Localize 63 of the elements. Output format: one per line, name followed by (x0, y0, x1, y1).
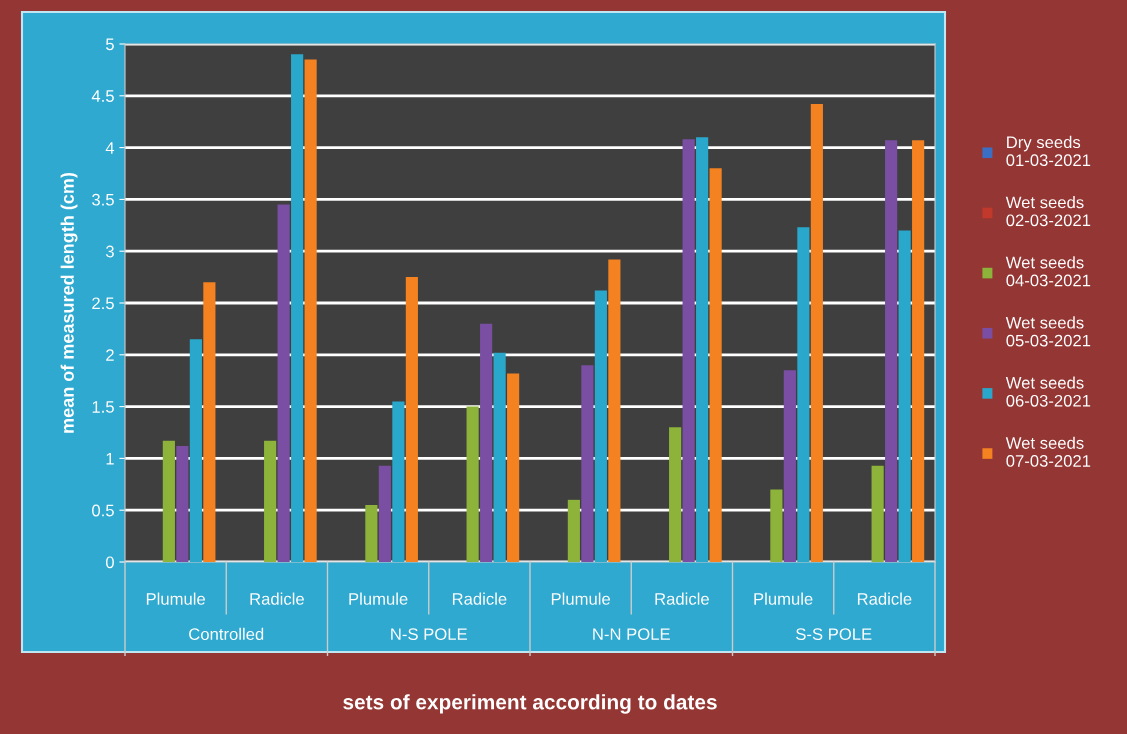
bar (480, 323, 493, 562)
bar (162, 440, 175, 562)
bar (709, 168, 722, 562)
bar (176, 445, 189, 562)
y-tick-label: 0.5 (92, 504, 114, 517)
text: N-N POLE (593, 628, 670, 641)
y-tick-label: 3 (105, 245, 114, 258)
bar (770, 489, 783, 562)
bar (898, 230, 911, 562)
text: S-S POLE (796, 628, 872, 641)
y-tick-label: 4 (105, 142, 115, 154)
x-tick-label: Plumule (349, 592, 408, 605)
x-tick-label: Radicle (655, 592, 709, 605)
bar (567, 499, 580, 562)
y-tick-label: 2.5 (92, 297, 114, 310)
y-tick-label: 5 (105, 38, 114, 51)
text: Controlled (189, 627, 264, 641)
bar (871, 465, 884, 562)
text: N-S POLE (391, 628, 467, 641)
bar (466, 406, 479, 562)
legend-label: Dry seeds 01-03-2021 (1006, 135, 1091, 167)
bar (885, 140, 898, 562)
bar (291, 54, 304, 562)
bar (783, 370, 796, 562)
y-tick-label: 2 (106, 349, 114, 361)
bar (203, 282, 216, 562)
legend-label: Wet seeds 07-03-2021 (1005, 436, 1091, 467)
bar (392, 401, 405, 562)
y-tick-label: 4.5 (91, 90, 114, 102)
bar (365, 505, 378, 562)
bar (378, 465, 391, 562)
bar (608, 259, 621, 562)
x-tick-label: Radicle (452, 592, 507, 605)
x-tick-label: Plumule (551, 592, 610, 605)
bar (304, 59, 317, 562)
bar (682, 139, 695, 562)
x-axis-title: sets of experiment according to dates (343, 694, 717, 714)
bar (277, 204, 290, 562)
legend-label: Wet seeds 06-03-2021 (1005, 376, 1091, 407)
bar (405, 277, 418, 562)
y-tick-label: 3.5 (92, 193, 114, 206)
legend-label: Wet seeds 04-03-2021 (1005, 256, 1091, 287)
x-tick-label: Plumule (146, 592, 205, 605)
bar (264, 440, 277, 562)
bar (493, 352, 506, 562)
legend-label: Wet seeds 02-03-2021 (1005, 196, 1091, 227)
bar (669, 427, 682, 562)
bar (581, 365, 594, 562)
bar (810, 104, 823, 562)
bar (797, 227, 810, 562)
bar (594, 290, 607, 562)
legend-label: Wet seeds 05-03-2021 (1005, 316, 1091, 347)
y-tick-label: 1 (106, 452, 114, 465)
y-tick-label: 0 (105, 556, 114, 569)
bar (189, 339, 202, 562)
x-tick-label: Plumule (754, 592, 813, 605)
bar (507, 373, 520, 562)
x-tick-label: Radicle (250, 592, 304, 605)
y-axis-title: mean of measured length (cm) (60, 172, 78, 433)
x-tick-label: Radicle (857, 592, 912, 605)
y-tick-label: 1.5 (92, 401, 114, 413)
bar (912, 140, 925, 562)
bar (696, 137, 709, 562)
